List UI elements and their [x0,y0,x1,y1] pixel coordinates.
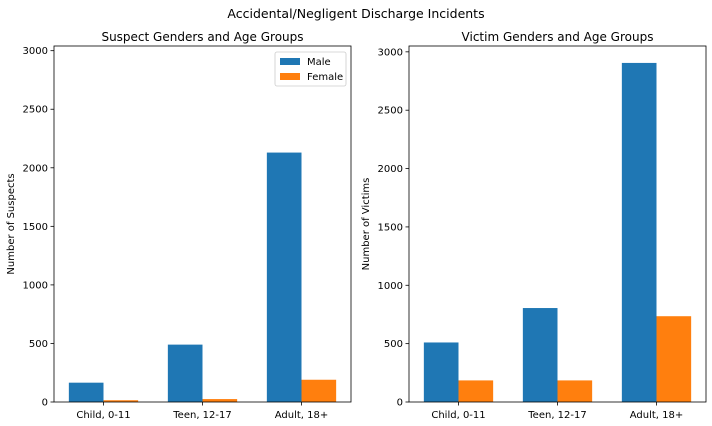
legend-label-female: Female [307,72,343,83]
x-tick-label: Teen, 12-17 [172,410,231,421]
x-tick-label: Child, 0-11 [431,410,485,421]
bar-female-1 [103,400,139,402]
x-tick-label: Adult, 18+ [630,410,684,421]
y-tick-label: 2500 [378,106,403,117]
y-axis-label: Number of Suspects [6,173,17,274]
bar-male-3 [621,62,657,402]
legend: Male Female [274,51,347,87]
y-tick-label: 1500 [378,222,403,233]
chart-title: Victim Genders and Age Groups [462,30,654,44]
bar-male-3 [266,152,302,402]
y-tick-label: 3000 [378,47,403,58]
legend-swatch-female [280,73,300,80]
legend-label-male: Male [307,57,331,68]
bar-female-2 [202,399,238,402]
y-tick-label: 1000 [378,281,403,292]
bar-male-2 [167,344,203,402]
figure-suptitle: Accidental/Negligent Discharge Incidents [227,6,484,21]
y-tick-label: 0 [42,398,48,409]
plots-area: 0 500 1000 1500 2000 2500 3000 Child, 0-11 Teen,… [6,30,707,421]
bar-female-1 [458,380,494,402]
y-tick-label: 2000 [378,164,403,175]
chart-title: Suspect Genders and Age Groups [101,30,303,44]
x-tick-label: Adult, 18+ [275,410,329,421]
legend-swatch-male [280,58,300,65]
y-tick-label: 500 [29,339,48,350]
x-tick-label: Child, 0-11 [76,410,130,421]
y-axis-label: Number of Victims [361,178,372,271]
bar-male-2 [522,308,558,402]
y-tick-label: 1000 [23,280,48,291]
bar-male-1 [423,342,459,402]
chart-panel-1: 0 500 1000 1500 2000 2500 3000 Child, 0-11 Teen,… [6,30,352,421]
bar-female-3 [301,379,337,402]
y-tick-label: 1500 [23,222,48,233]
y-tick-label: 2500 [23,105,48,116]
bar-female-3 [656,316,692,402]
y-tick-label: 3000 [23,46,48,57]
x-tick-label: Teen, 12-17 [527,410,586,421]
bar-male-1 [68,382,104,402]
chart-panel-2: 0 500 1000 1500 2000 2500 3000 Child, 0-11 Teen,… [361,30,707,421]
y-tick-label: 500 [384,339,403,350]
bar-female-2 [557,380,593,402]
y-tick-label: 2000 [23,163,48,174]
y-tick-label: 0 [397,398,403,409]
